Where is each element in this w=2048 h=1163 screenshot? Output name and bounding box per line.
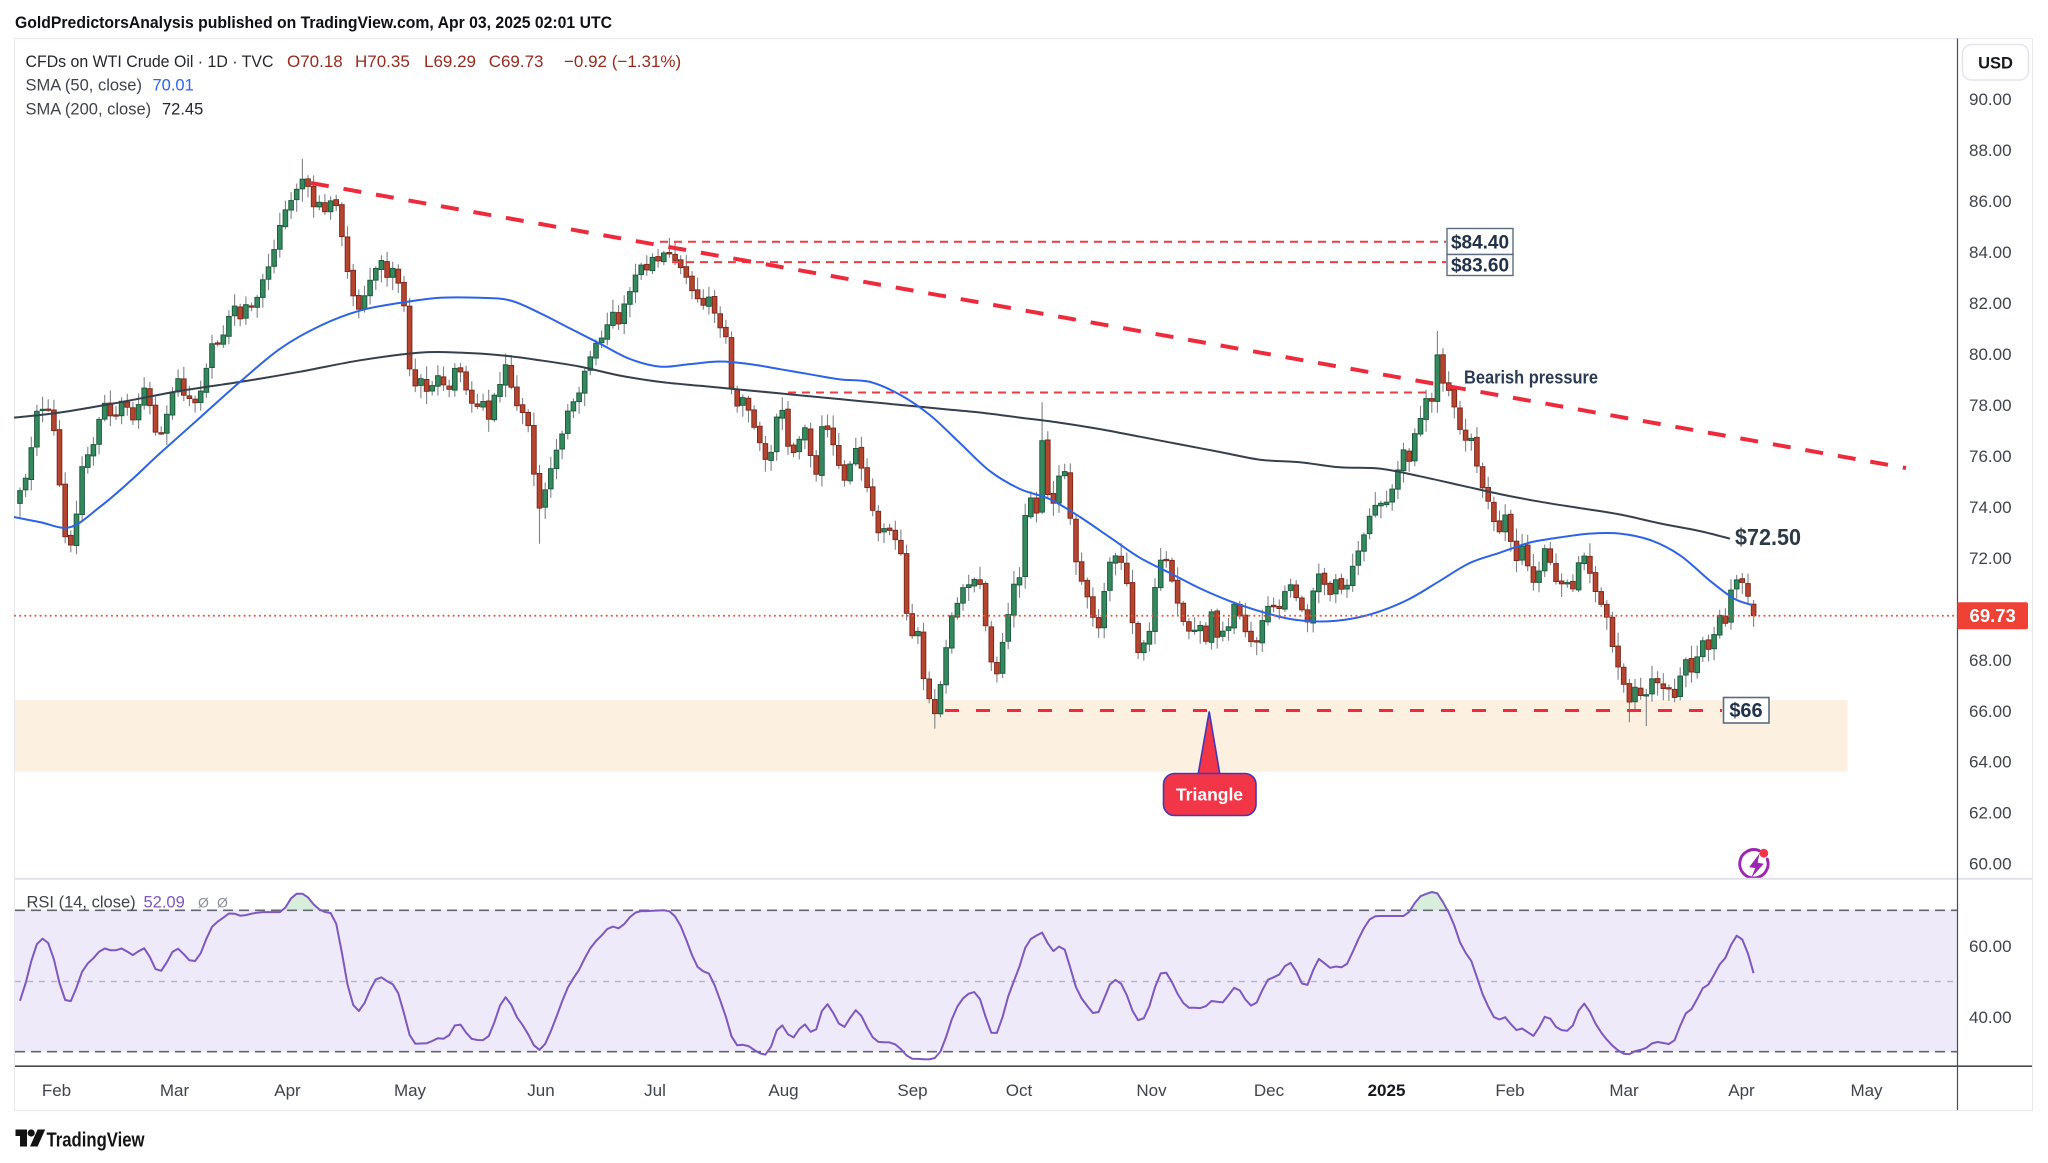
svg-text:RSI (14, close): RSI (14, close) — [27, 894, 136, 912]
svg-text:Mar: Mar — [1609, 1081, 1639, 1100]
svg-text:2025: 2025 — [1368, 1081, 1406, 1100]
svg-text:$83.60: $83.60 — [1451, 256, 1509, 277]
svg-text:L69.29: L69.29 — [424, 52, 476, 71]
svg-text:USD: USD — [1978, 55, 2013, 73]
svg-text:Ø: Ø — [217, 895, 228, 911]
svg-text:$66: $66 — [1729, 700, 1762, 722]
svg-text:Jul: Jul — [644, 1081, 666, 1100]
svg-text:May: May — [394, 1081, 427, 1100]
svg-text:64.00: 64.00 — [1969, 753, 2012, 772]
svg-text:Feb: Feb — [42, 1081, 71, 1100]
svg-text:62.00: 62.00 — [1969, 804, 2012, 823]
svg-text:H70.35: H70.35 — [355, 52, 410, 71]
svg-text:70.01: 70.01 — [153, 77, 194, 95]
svg-text:TradingView: TradingView — [47, 1129, 145, 1152]
svg-text:Oct: Oct — [1006, 1081, 1033, 1100]
svg-text:72.00: 72.00 — [1969, 549, 2012, 568]
svg-text:69.73: 69.73 — [1970, 605, 2016, 626]
svg-text:Mar: Mar — [160, 1081, 190, 1100]
svg-text:72.45: 72.45 — [162, 101, 203, 119]
svg-text:76.00: 76.00 — [1969, 447, 2012, 466]
svg-text:Apr: Apr — [1728, 1081, 1755, 1100]
svg-text:SMA (200, close): SMA (200, close) — [26, 101, 152, 119]
svg-text:52.09: 52.09 — [144, 894, 185, 912]
svg-text:Jun: Jun — [527, 1081, 554, 1100]
svg-text:Bearish pressure: Bearish pressure — [1464, 368, 1598, 388]
svg-text:Ø: Ø — [198, 895, 209, 911]
svg-text:88.00: 88.00 — [1969, 141, 2012, 160]
svg-text:−0.92 (−1.31%): −0.92 (−1.31%) — [564, 52, 681, 71]
svg-text:Feb: Feb — [1495, 1081, 1524, 1100]
svg-text:68.00: 68.00 — [1969, 651, 2012, 670]
svg-text:O70.18: O70.18 — [287, 52, 343, 71]
svg-text:80.00: 80.00 — [1969, 345, 2012, 364]
svg-text:Nov: Nov — [1136, 1081, 1167, 1100]
svg-text:$72.50: $72.50 — [1735, 524, 1801, 550]
svg-text:82.00: 82.00 — [1969, 294, 2012, 313]
svg-text:90.00: 90.00 — [1969, 90, 2012, 109]
svg-text:Apr: Apr — [274, 1081, 301, 1100]
svg-text:60.00: 60.00 — [1969, 855, 2012, 874]
svg-text:Sep: Sep — [897, 1081, 927, 1100]
svg-text:86.00: 86.00 — [1969, 192, 2012, 211]
svg-text:Aug: Aug — [768, 1081, 798, 1100]
svg-text:74.00: 74.00 — [1969, 498, 2012, 517]
svg-text:CFDs on WTI Crude Oil · 1D · T: CFDs on WTI Crude Oil · 1D · TVC — [26, 52, 274, 71]
svg-text:GoldPredictorsAnalysis publish: GoldPredictorsAnalysis published on Trad… — [15, 14, 612, 32]
svg-text:$84.40: $84.40 — [1451, 233, 1509, 254]
svg-text:84.00: 84.00 — [1969, 243, 2012, 262]
svg-text:78.00: 78.00 — [1969, 396, 2012, 415]
svg-text:60.00: 60.00 — [1969, 937, 2012, 956]
svg-text:66.00: 66.00 — [1969, 702, 2012, 721]
svg-text:Triangle: Triangle — [1176, 785, 1243, 805]
svg-text:C69.73: C69.73 — [489, 52, 544, 71]
svg-text:40.00: 40.00 — [1969, 1008, 2012, 1027]
svg-text:May: May — [1850, 1081, 1883, 1100]
svg-text:SMA (50, close): SMA (50, close) — [26, 77, 142, 95]
svg-text:Dec: Dec — [1254, 1081, 1285, 1100]
